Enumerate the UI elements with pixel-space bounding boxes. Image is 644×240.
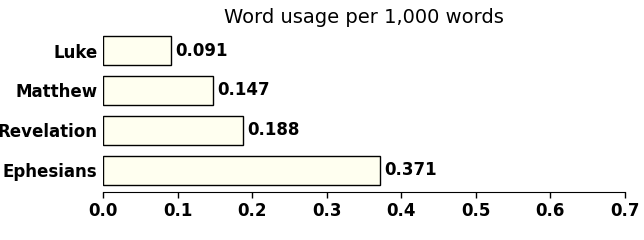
Text: 0.188: 0.188 <box>247 121 300 139</box>
Bar <box>103 76 213 105</box>
Bar <box>103 116 243 145</box>
Text: 0.147: 0.147 <box>217 81 270 99</box>
Title: Word usage per 1,000 words: Word usage per 1,000 words <box>224 8 504 27</box>
Bar <box>103 36 171 65</box>
Bar <box>103 156 379 185</box>
Text: 0.091: 0.091 <box>175 42 228 60</box>
Text: 0.371: 0.371 <box>384 161 437 179</box>
